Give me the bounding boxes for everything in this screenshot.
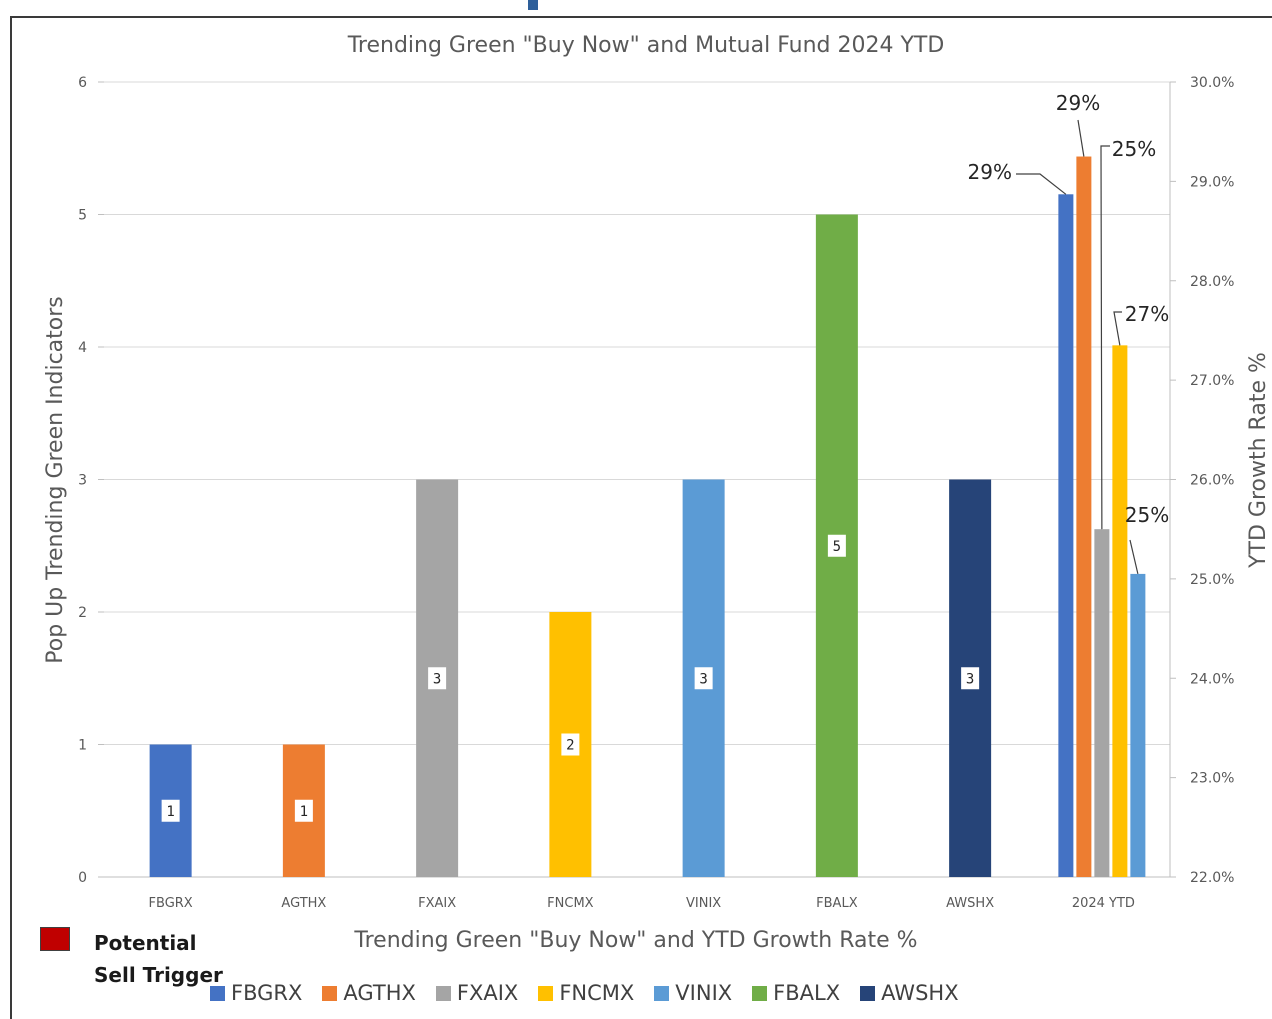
legend-swatch <box>435 985 451 1001</box>
x-tick-label: VINIX <box>686 896 721 911</box>
y-axis-label: Pop Up Trending Green Indicators <box>43 296 68 663</box>
x-tick-label: FXAIX <box>418 896 456 911</box>
legend-swatch <box>752 985 768 1001</box>
ytd-bar-vinix <box>1130 573 1146 877</box>
y2-tick-label: 29.0% <box>1190 174 1234 190</box>
legend-item-awshx: AWSHX <box>860 981 959 1005</box>
legend-label: AWSHX <box>881 981 959 1005</box>
legend-label: FXAIX <box>456 981 519 1005</box>
indicator-data-label: 3 <box>699 671 707 687</box>
ytd-data-label: 29% <box>968 160 1012 184</box>
indicator-label-box <box>961 667 980 690</box>
ytd-data-label: 29% <box>1056 91 1100 115</box>
y2-tick-label: 24.0% <box>1190 671 1234 687</box>
x-axis-label: Trending Green "Buy Now" and YTD Growth … <box>353 928 917 953</box>
ytd-leader-line <box>1016 173 1067 195</box>
indicator-label-box <box>561 733 580 756</box>
x-tick-label: AWSHX <box>946 896 994 911</box>
y2-tick-label: 28.0% <box>1190 274 1234 290</box>
sell-trigger-swatch <box>40 927 70 951</box>
indicator-data-label: 2 <box>566 738 574 754</box>
legend-label: FBALX <box>773 981 841 1005</box>
chart-title: Trending Green "Buy Now" and Mutual Fund… <box>347 33 945 58</box>
indicator-label-box <box>294 799 313 822</box>
y2-tick-label: 23.0% <box>1190 771 1234 787</box>
legend-item-fxaix: FXAIX <box>435 981 519 1005</box>
y-tick-label: 0 <box>78 870 87 886</box>
ytd-leader-line <box>1077 119 1085 157</box>
indicator-data-label: 5 <box>833 539 841 555</box>
indicator-data-label: 1 <box>300 804 308 820</box>
x-tick-label: FBGRX <box>149 896 193 911</box>
y2-axis-label: YTD Growth Rate % <box>1246 352 1271 569</box>
header-accent-mark <box>528 0 538 10</box>
y-tick-label: 6 <box>78 75 87 91</box>
y2-tick-label: 26.0% <box>1190 473 1234 489</box>
ytd-leader-line <box>1100 145 1110 530</box>
legend-item-agthx: AGTHX <box>322 981 416 1005</box>
indicator-label-box <box>428 667 447 690</box>
chart-frame <box>10 16 1272 1019</box>
legend-swatch <box>860 985 876 1001</box>
ytd-bar-fncmx <box>1112 345 1128 877</box>
ytd-leader-line <box>1129 539 1139 575</box>
legend-label: FNCMX <box>559 981 635 1005</box>
legend-item-fbgrx: FBGRX <box>210 981 302 1005</box>
y2-tick-label: 30.0% <box>1190 75 1234 91</box>
x-tick-label: FBALX <box>816 896 858 911</box>
legend-item-fbalx: FBALX <box>752 981 840 1005</box>
indicator-data-label: 3 <box>433 671 441 687</box>
y2-tick-label: 27.0% <box>1190 373 1234 389</box>
legend-label: FBGRX <box>231 981 303 1005</box>
x-tick-label: AGTHX <box>281 896 326 911</box>
y2-tick-label: 25.0% <box>1190 572 1234 588</box>
y-tick-label: 1 <box>78 738 87 754</box>
y2-tick-label: 22.0% <box>1190 870 1234 886</box>
ytd-bar-fxaix <box>1094 529 1110 877</box>
indicator-label-box <box>827 534 846 557</box>
legend-item-vinix: VINIX <box>654 981 732 1005</box>
ytd-data-label: 27% <box>1125 302 1169 326</box>
legend-item-fncmx: FNCMX <box>538 981 634 1005</box>
y-tick-label: 5 <box>78 208 87 224</box>
y-tick-label: 4 <box>78 340 87 356</box>
indicator-data-label: 1 <box>166 804 174 820</box>
ytd-data-label: 25% <box>1125 503 1169 527</box>
legend-label: VINIX <box>675 981 733 1005</box>
legend-swatch <box>210 985 225 1001</box>
indicator-label-box <box>161 799 180 822</box>
ytd-data-label: 25% <box>1112 137 1156 161</box>
indicator-label-box <box>694 667 713 690</box>
ytd-bar-fbgrx <box>1058 194 1074 877</box>
ytd-leader-line <box>1113 311 1122 346</box>
x-tick-label: 2024 YTD <box>1072 896 1135 911</box>
legend-swatch <box>538 985 554 1001</box>
chart-legend: FBGRX AGTHX FXAIX FNCMX VINIX FBALX AWSHX <box>210 981 959 1005</box>
ytd-bar-agthx <box>1076 156 1092 877</box>
indicator-data-label: 3 <box>966 671 974 687</box>
y-tick-label: 3 <box>78 473 87 489</box>
y-tick-label: 2 <box>78 605 87 621</box>
legend-label: AGTHX <box>343 981 416 1005</box>
sell-trigger-label: Potential Sell Trigger <box>94 931 223 987</box>
legend-swatch <box>322 985 338 1001</box>
legend-swatch <box>654 985 670 1001</box>
x-tick-label: FNCMX <box>547 896 593 911</box>
